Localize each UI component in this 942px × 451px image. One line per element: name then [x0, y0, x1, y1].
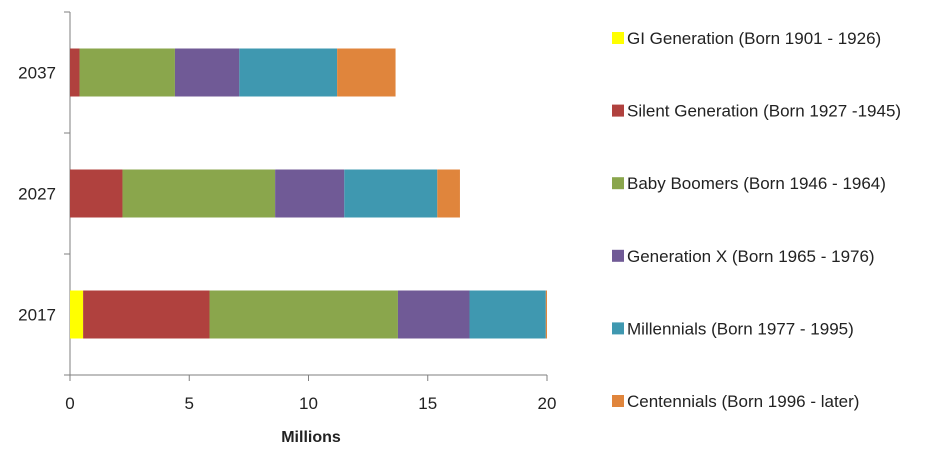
- legend-swatch: [612, 177, 624, 190]
- legend-swatch: [612, 104, 624, 117]
- legend-label: Centennials (Born 1996 - later): [627, 392, 859, 411]
- y-ticks: 2037 2027 2017: [18, 11, 70, 376]
- x-axis-title: Millions: [281, 429, 341, 446]
- bar-segment: [545, 290, 547, 339]
- y-tick-label: 2037: [18, 64, 56, 83]
- x-tick-label: 10: [299, 394, 318, 413]
- bar-segment: [469, 290, 546, 339]
- bar-segment: [337, 48, 396, 97]
- x-tick-label: 0: [65, 394, 74, 413]
- bar-segment: [70, 169, 123, 218]
- bar-segment: [70, 290, 84, 339]
- legend-label: Millennials (Born 1977 - 1995): [627, 319, 854, 338]
- legend-label: GI Generation (Born 1901 - 1926): [627, 29, 881, 48]
- legend-label: Baby Boomers (Born 1946 - 1964): [627, 174, 886, 193]
- y-tick-label: 2027: [18, 185, 56, 204]
- x-tick-label: 5: [185, 394, 194, 413]
- legend-swatch: [612, 32, 624, 44]
- bar-segment: [174, 48, 240, 97]
- legend-label: Silent Generation (Born 1927 -1945): [627, 102, 901, 121]
- bar-segment: [70, 48, 80, 97]
- bar-segment: [437, 169, 460, 218]
- y-tick-label: 2017: [18, 306, 56, 325]
- legend-swatch: [612, 249, 624, 262]
- bars: [70, 48, 547, 339]
- x-tick-label: 20: [538, 394, 557, 413]
- bar-segment: [239, 48, 338, 97]
- bar-segment: [275, 169, 345, 218]
- legend-label: Generation X (Born 1965 - 1976): [627, 247, 875, 266]
- bar-segment: [79, 48, 175, 97]
- legend-swatch: [612, 322, 624, 335]
- legend: GI Generation (Born 1901 - 1926) Silent G…: [612, 29, 901, 411]
- bar-segment: [397, 290, 470, 339]
- bar-segment: [209, 290, 398, 339]
- bar-segment: [344, 169, 438, 218]
- bar-segment: [83, 290, 210, 339]
- x-ticks: 0 5 10 15 20: [65, 375, 556, 413]
- x-tick-label: 15: [418, 394, 437, 413]
- bar-segment: [122, 169, 276, 218]
- legend-swatch: [612, 395, 624, 407]
